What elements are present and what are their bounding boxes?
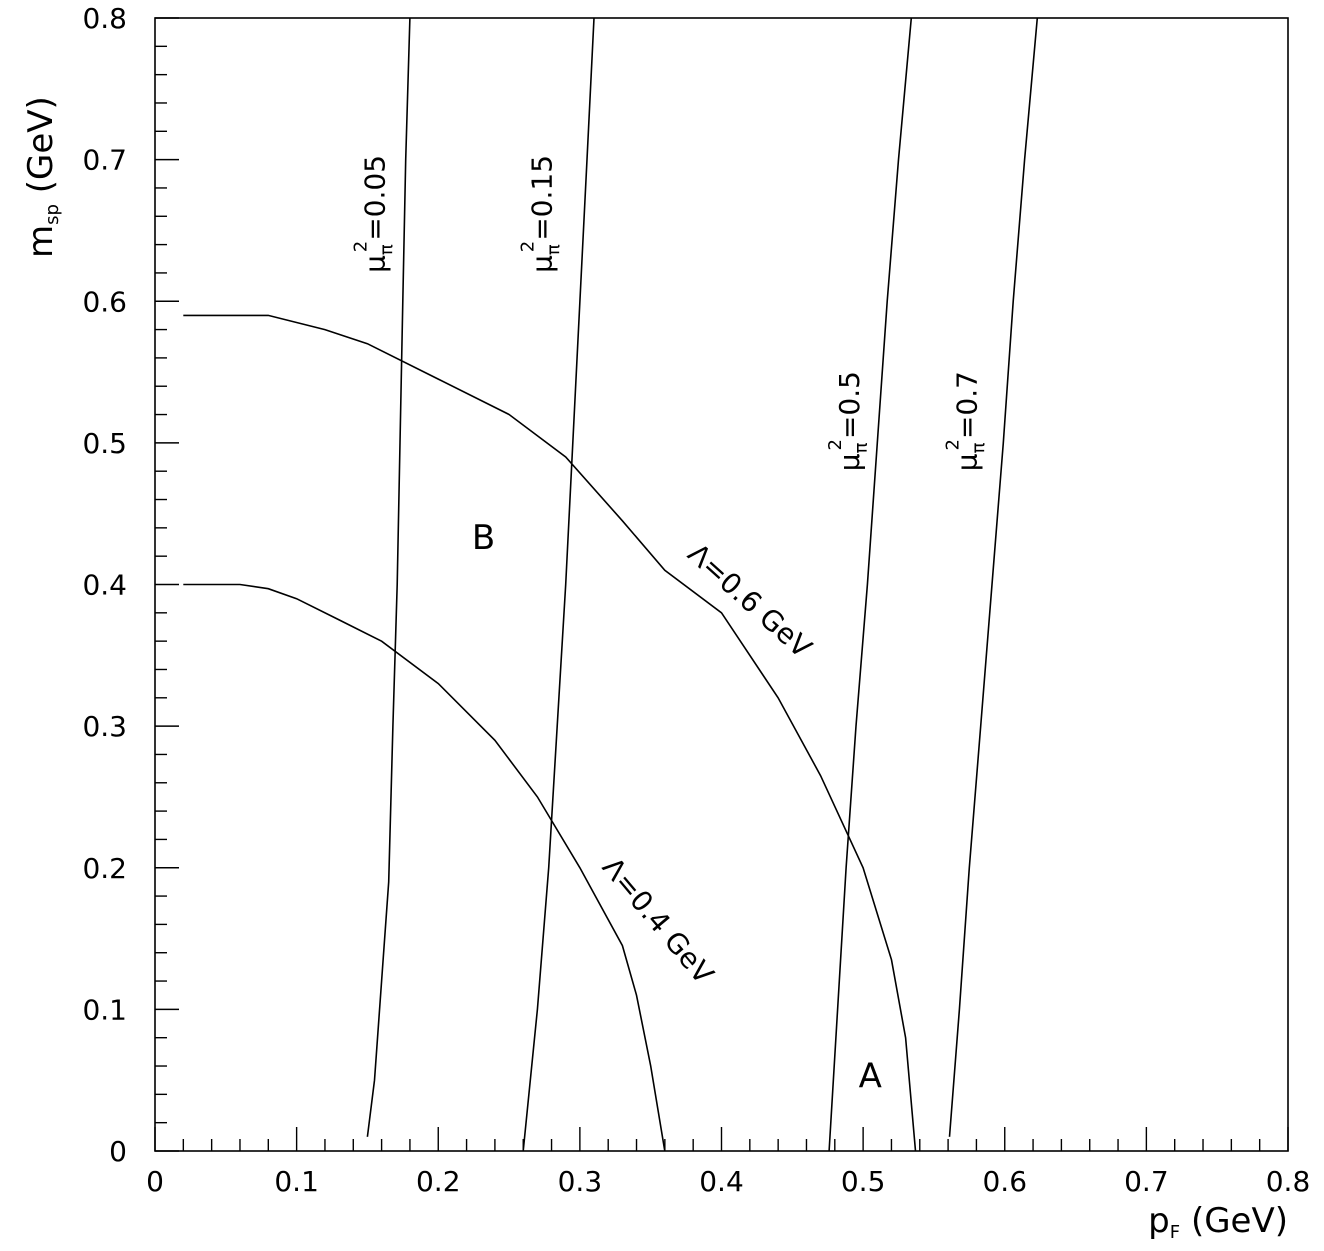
- curve-label-4: Λ=0.4 GeV: [596, 851, 720, 990]
- x-axis-title: pF (GeV): [1148, 1201, 1288, 1243]
- curve-5: [183, 314, 917, 1152]
- curve-label-symbol: μ: [526, 255, 559, 273]
- x-tick-label: 0.3: [558, 1165, 603, 1198]
- curve-label-symbol: μ: [833, 453, 866, 471]
- y-tick-label: 0.7: [82, 144, 127, 177]
- x-axis-subscript: F: [1170, 1222, 1180, 1243]
- x-tick-label: 0.7: [1124, 1165, 1169, 1198]
- curve-4: [183, 583, 666, 1152]
- x-tick-label: 0: [146, 1165, 164, 1198]
- region-label-b: B: [472, 518, 495, 558]
- curve-0: [366, 17, 411, 1137]
- curve-1: [522, 17, 595, 1152]
- x-axis-unit: (GeV): [1191, 1201, 1288, 1241]
- curve-label-2: μπ2=0.5: [825, 371, 872, 471]
- y-tick-label: 0.4: [82, 569, 127, 602]
- curve-label-superscript: 2: [350, 241, 371, 252]
- region-labels: AB: [472, 518, 882, 1096]
- x-tick-label: 0.6: [982, 1165, 1027, 1198]
- y-tick-label: 0.5: [82, 427, 127, 460]
- region-label-a: A: [859, 1056, 882, 1096]
- curve-label-superscript: 2: [825, 439, 846, 450]
- curve-label-value: =0.7: [950, 371, 983, 439]
- curve-label-subscript: π: [968, 442, 989, 453]
- axis-tick-labels: 0 0.1 0.2 0.3 0.4 0.5 0.6 0.7 0.8 0 0.1 0.2 0.3 0.4 0.…: [82, 2, 1310, 1198]
- curve-label-value: =0.4 GeV: [608, 866, 720, 991]
- y-tick-label: 0.3: [82, 710, 127, 743]
- x-tick-label: 0.8: [1266, 1165, 1311, 1198]
- curve-label-0: μπ2=0.05: [350, 155, 397, 273]
- y-axis-unit: (GeV): [21, 96, 61, 193]
- curve-label-subscript: π: [376, 244, 397, 255]
- y-tick-label: 0.8: [82, 2, 127, 35]
- y-tick-label: 0.6: [82, 285, 127, 318]
- x-axis-symbol: p: [1148, 1201, 1170, 1241]
- curve-label-subscript: π: [544, 244, 565, 255]
- x-tick-label: 0.4: [699, 1165, 744, 1198]
- axis-ticks: [154, 17, 1289, 1152]
- curve-label-5: Λ=0.6 GeV: [681, 537, 818, 665]
- x-tick-label: 0.1: [274, 1165, 319, 1198]
- curve-label-superscript: 2: [942, 439, 963, 450]
- y-tick-label: 0.1: [82, 993, 127, 1026]
- x-tick-label: 0.2: [416, 1165, 461, 1198]
- curve-label-value: =0.5: [833, 371, 866, 439]
- curve-label-superscript: 2: [518, 241, 539, 252]
- curve-label-symbol: μ: [358, 255, 391, 273]
- y-tick-label: 0.2: [82, 852, 127, 885]
- y-axis-title: msp (GeV): [21, 96, 63, 258]
- y-tick-label: 0: [109, 1135, 127, 1168]
- curve-label-value: =0.05: [358, 155, 391, 241]
- curve-3: [948, 17, 1039, 1137]
- y-axis-subscript: sp: [42, 204, 63, 225]
- curve-label-1: μπ2=0.15: [518, 155, 565, 273]
- curve-2: [828, 17, 913, 1152]
- x-tick-label: 0.5: [841, 1165, 886, 1198]
- y-axis-symbol: m: [21, 225, 61, 258]
- curve-label-value: =0.15: [526, 155, 559, 241]
- curve-label-subscript: π: [851, 442, 872, 453]
- curve-label-symbol: μ: [950, 453, 983, 471]
- curves: [183, 17, 1039, 1152]
- curve-label-3: μπ2=0.7: [942, 371, 989, 471]
